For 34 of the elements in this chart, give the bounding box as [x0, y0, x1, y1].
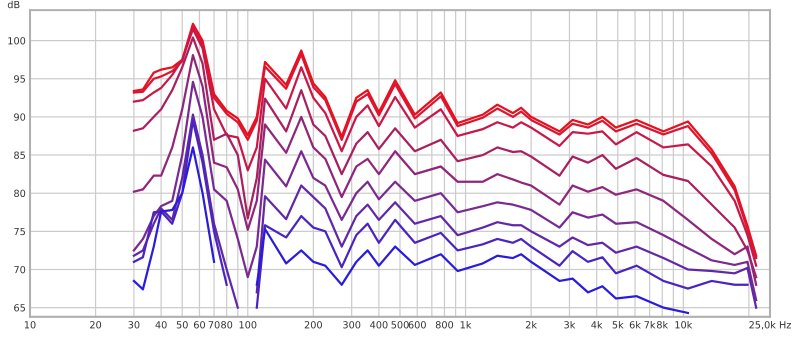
x-tick-label: 400	[370, 321, 388, 328]
x-tick-label: 800	[436, 321, 454, 328]
y-tick-label: 85	[14, 152, 25, 159]
x-tick-label: 10k	[675, 320, 692, 328]
x-tick-label: 100	[240, 321, 256, 328]
x-tick-label: 500	[391, 321, 409, 328]
x-tick-label: 20	[90, 321, 102, 328]
y-tick-label: 90	[14, 113, 26, 121]
x-tick-label: 2k	[526, 320, 537, 328]
x-tick-label: 1k	[460, 320, 472, 328]
x-tick-label: 50	[176, 321, 188, 328]
x-tick-label: 300	[343, 321, 360, 328]
x-tick-label: 10	[24, 321, 36, 328]
y-tick-label: 100	[8, 37, 26, 44]
y-tick-label: 80	[14, 190, 26, 198]
y-axis-title: dB	[8, 0, 20, 8]
x-tick-label: 30	[128, 321, 140, 328]
x-tick-label: 600	[408, 321, 426, 328]
y-tick-label: 65	[14, 304, 25, 312]
x-tick-label: 25,0k Hz	[749, 320, 791, 330]
x-tick-label: 6k	[630, 320, 641, 328]
y-tick-label: 70	[14, 266, 26, 274]
x-tick-label: 70	[208, 321, 220, 328]
x-tick-label: 200	[304, 321, 322, 328]
y-tick-label: 75	[14, 228, 25, 236]
x-tick-label: 4k	[591, 320, 603, 328]
x-tick-label: 80	[221, 321, 232, 328]
y-tick-label: 95	[14, 75, 25, 83]
x-tick-label: 60	[194, 321, 206, 328]
x-tick-label: 8k	[656, 320, 668, 328]
x-tick-label: 5k	[612, 320, 624, 328]
x-tick-label: 3k	[564, 320, 576, 328]
x-tick-label: 40	[155, 321, 167, 328]
x-tick-label: 7k	[644, 320, 656, 328]
